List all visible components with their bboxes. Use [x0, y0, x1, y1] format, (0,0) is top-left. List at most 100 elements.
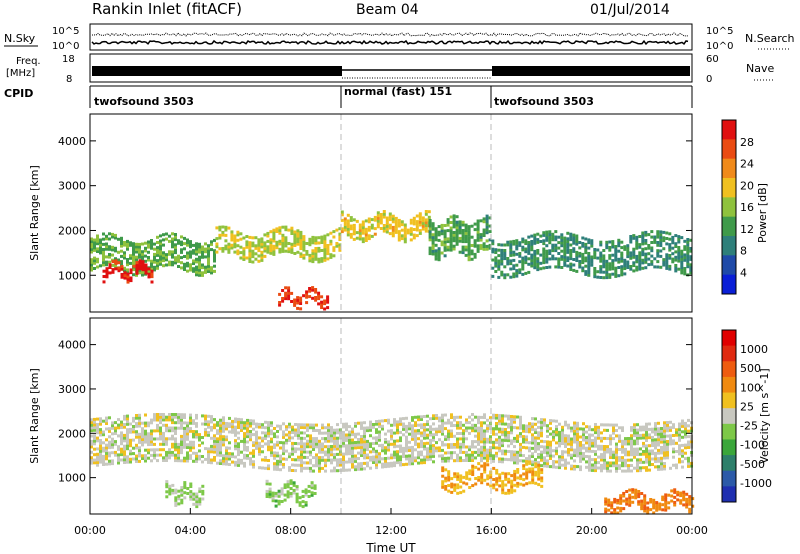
data-cell — [653, 265, 657, 269]
data-cell — [273, 451, 276, 455]
data-cell — [231, 460, 234, 464]
data-cell — [644, 255, 648, 259]
data-cell — [509, 267, 513, 271]
data-cell — [252, 462, 255, 466]
data-cell — [628, 496, 632, 500]
data-cell — [503, 243, 507, 247]
data-cell — [114, 246, 117, 250]
data-cell — [406, 228, 410, 232]
data-cell — [597, 461, 600, 465]
data-cell — [228, 441, 231, 445]
data-cell — [614, 266, 618, 270]
data-cell — [548, 238, 552, 242]
data-cell — [629, 235, 633, 238]
data-cell — [219, 421, 222, 425]
data-cell — [632, 255, 636, 259]
data-cell — [233, 237, 237, 241]
data-cell — [183, 491, 187, 495]
data-cell — [423, 431, 426, 435]
data-cell — [491, 266, 495, 270]
data-cell — [218, 236, 222, 240]
data-cell — [361, 223, 365, 227]
data-cell — [641, 266, 645, 270]
data-cell — [260, 245, 264, 249]
data-cell — [405, 441, 408, 445]
data-cell — [426, 428, 429, 432]
data-cell — [279, 424, 282, 428]
data-cell — [249, 432, 252, 436]
data-cell — [207, 420, 210, 424]
data-cell — [564, 436, 567, 440]
data-cell — [524, 250, 528, 254]
data-cell — [687, 440, 690, 444]
data-cell — [317, 241, 321, 245]
data-cell — [557, 241, 561, 245]
data-cell — [165, 456, 168, 460]
data-cell — [90, 247, 93, 251]
data-cell — [420, 426, 423, 430]
data-cell — [281, 289, 285, 292]
data-cell — [531, 478, 535, 482]
data-cell — [366, 442, 369, 446]
data-cell — [159, 448, 162, 452]
data-cell — [369, 428, 372, 432]
data-cell — [483, 470, 487, 474]
data-cell — [525, 471, 529, 475]
data-cell — [192, 492, 196, 496]
data-cell — [675, 450, 678, 453]
data-cell — [296, 229, 300, 233]
data-cell — [610, 506, 614, 510]
data-cell — [248, 246, 252, 250]
data-cell — [180, 440, 183, 444]
data-cell — [218, 228, 222, 232]
data-cell — [630, 434, 633, 438]
data-cell — [591, 441, 594, 445]
data-cell — [329, 242, 333, 246]
data-cell — [268, 492, 272, 496]
data-cell — [680, 271, 684, 275]
data-cell — [650, 254, 654, 258]
data-cell — [459, 421, 462, 425]
data-cell — [162, 253, 165, 257]
data-cell — [509, 251, 513, 255]
data-cell — [177, 442, 180, 446]
data-cell — [644, 247, 648, 251]
data-cell — [396, 423, 399, 427]
data-cell — [494, 248, 498, 252]
data-cell — [207, 450, 210, 454]
data-cell — [183, 435, 186, 438]
data-cell — [650, 230, 654, 234]
data-cell — [569, 254, 573, 258]
data-cell — [632, 253, 636, 257]
data-cell — [251, 249, 255, 253]
data-cell — [599, 259, 603, 263]
data-cell — [684, 430, 687, 433]
data-cell — [414, 456, 417, 460]
data-cell — [542, 261, 546, 265]
data-cell — [381, 427, 384, 431]
data-cell — [230, 238, 234, 242]
data-cell — [613, 510, 617, 514]
data-cell — [309, 442, 312, 446]
data-cell — [99, 430, 102, 434]
data-cell — [522, 459, 525, 463]
data-cell — [369, 420, 372, 424]
data-cell — [555, 452, 558, 456]
data-cell — [607, 501, 611, 505]
data-cell — [630, 469, 633, 473]
data-cell — [546, 424, 549, 428]
data-cell — [566, 245, 570, 249]
data-cell — [324, 431, 327, 435]
data-cell — [195, 252, 198, 256]
data-cell — [619, 509, 623, 513]
date-title: 01/Jul/2014 — [590, 2, 670, 18]
data-cell — [345, 436, 348, 440]
data-cell — [507, 444, 510, 448]
data-cell — [320, 303, 324, 307]
data-cell — [258, 447, 261, 451]
data-cell — [174, 491, 178, 495]
data-cell — [489, 435, 492, 439]
data-cell — [639, 466, 642, 470]
data-cell — [449, 248, 453, 252]
data-cell — [272, 231, 276, 235]
